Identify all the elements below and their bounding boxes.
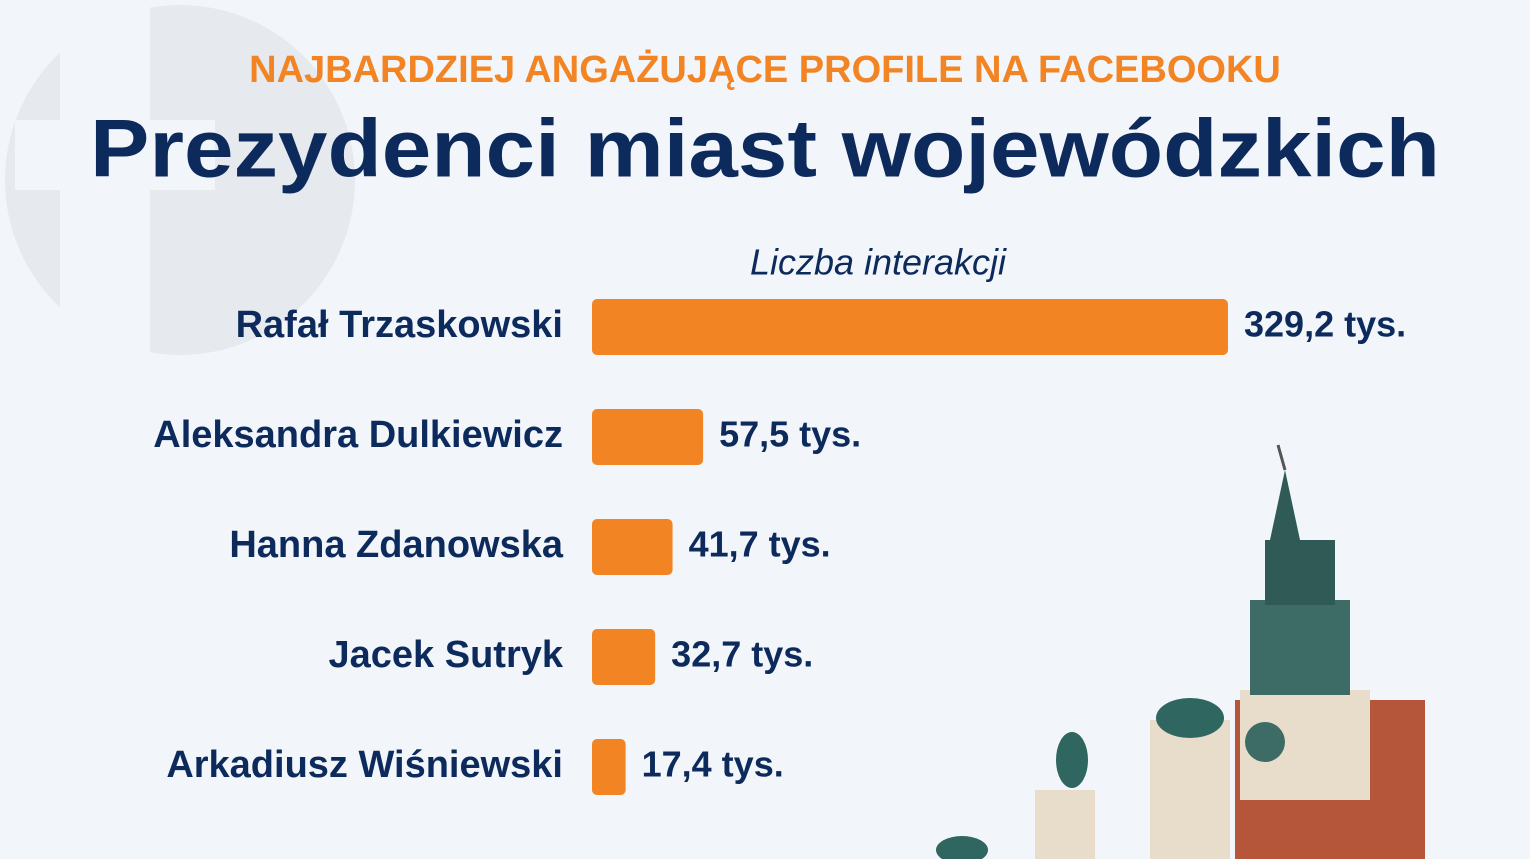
chart-title: Prezydenci miast wojewódzkich	[90, 104, 1440, 195]
bar	[592, 739, 626, 795]
value-label: 17,4 tys.	[642, 744, 784, 785]
bar	[592, 629, 656, 685]
bar	[592, 409, 704, 465]
category-label: Arkadiusz Wiśniewski	[166, 744, 563, 786]
value-label: 329,2 tys.	[1244, 304, 1406, 345]
value-label: 57,5 tys.	[719, 414, 861, 455]
value-label: 32,7 tys.	[671, 634, 813, 675]
value-label: 41,7 tys.	[689, 524, 831, 565]
category-label: Jacek Sutryk	[329, 634, 564, 676]
category-label: Hanna Zdanowska	[229, 524, 563, 566]
category-label: Rafał Trzaskowski	[236, 304, 563, 346]
town-hall-illustration	[936, 444, 1425, 859]
facebook-logo-watermark	[5, 0, 355, 360]
bar	[592, 519, 673, 575]
axis-label: Liczba interakcji	[750, 242, 1007, 283]
chart-subtitle: NAJBARDZIEJ ANGAŻUJĄCE PROFILE NA FACEBO…	[249, 49, 1281, 91]
category-label: Aleksandra Dulkiewicz	[153, 414, 563, 456]
bar	[592, 299, 1228, 355]
